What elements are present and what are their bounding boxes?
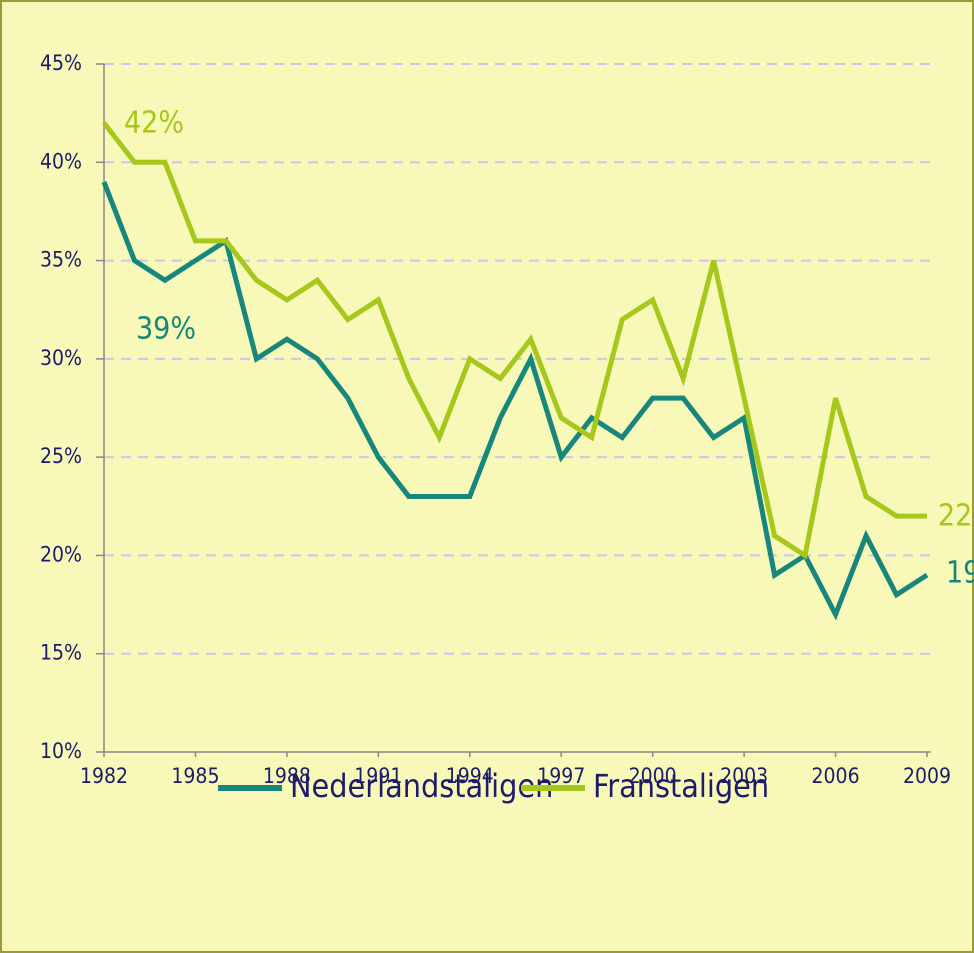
y-tick-label: 20%: [40, 542, 82, 566]
annotation: 42%: [124, 106, 184, 141]
x-tick-label: 2009: [903, 764, 951, 788]
y-tick-label: 40%: [40, 149, 82, 173]
x-tick-label: 2003: [720, 764, 768, 788]
y-tick-label: 15%: [40, 641, 82, 665]
x-tick-label: 2000: [629, 764, 677, 788]
legend-label: Franstaligen: [593, 767, 769, 805]
data-line: [101, 181, 929, 621]
annotation: 39%: [136, 312, 196, 347]
x-tick-label: 1982: [80, 764, 128, 788]
x-tick-label: 1985: [171, 764, 219, 788]
annotation: 22%: [938, 499, 974, 534]
x-tick-label: 1997: [537, 764, 585, 788]
y-tick-label: 45%: [40, 51, 82, 75]
annotation: 19%: [946, 556, 974, 591]
x-tick-label: 1988: [263, 764, 311, 788]
x-tick-label: 2006: [812, 764, 860, 788]
legend-label: Nederlandstaligen: [290, 767, 553, 805]
y-tick-label: 25%: [40, 444, 82, 468]
data-line: [102, 121, 927, 560]
x-tick-label: 1994: [446, 764, 494, 788]
y-tick-label: 10%: [40, 739, 82, 763]
y-tick-label: 35%: [40, 248, 82, 272]
y-tick-label: 30%: [40, 346, 82, 370]
x-tick-label: 1991: [354, 764, 402, 788]
